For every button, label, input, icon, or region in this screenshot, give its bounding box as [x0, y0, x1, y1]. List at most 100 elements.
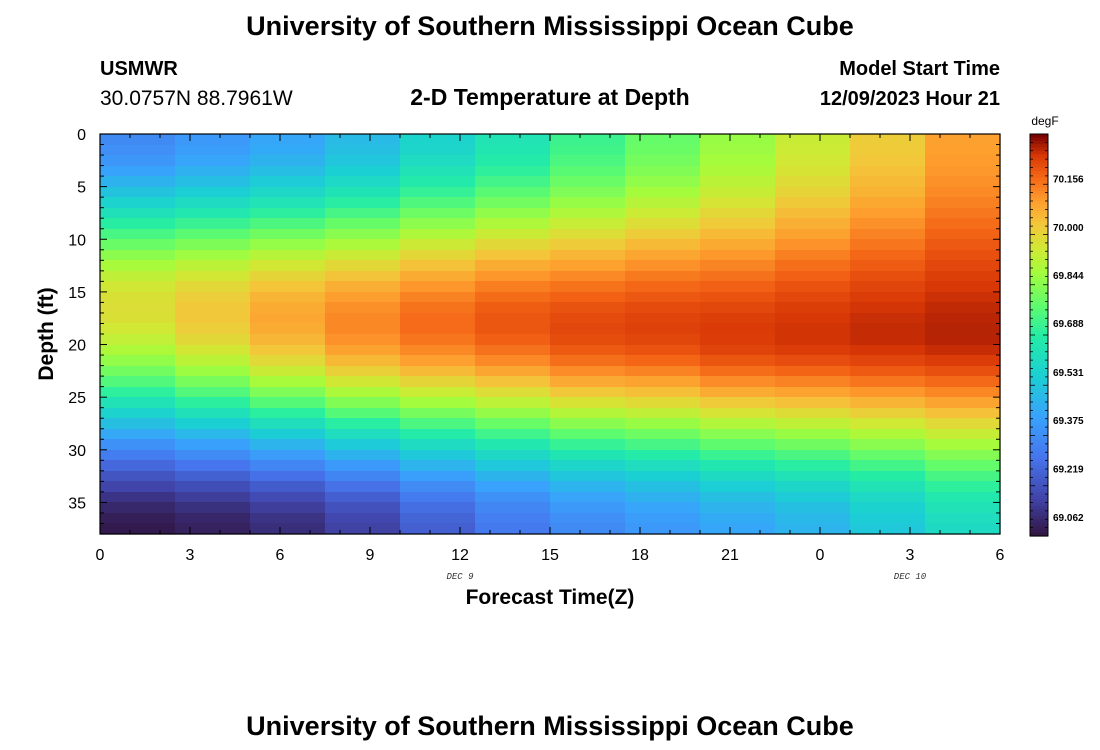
- heatmap-cell: [550, 450, 626, 461]
- heatmap-cell: [700, 323, 776, 335]
- heatmap-cell: [775, 334, 851, 346]
- heatmap-cell: [925, 397, 1001, 409]
- heatmap-cell: [325, 292, 401, 303]
- heatmap-cell: [925, 502, 1001, 514]
- heatmap-cell: [475, 292, 551, 303]
- heatmap-cell: [475, 260, 551, 272]
- colorbar-segment: [1030, 351, 1048, 356]
- heatmap-cell: [700, 460, 776, 472]
- heatmap-cell: [250, 176, 326, 188]
- colorbar-segment: [1030, 150, 1048, 155]
- heatmap-cell: [475, 208, 551, 219]
- heatmap-cell: [175, 345, 251, 356]
- colorbar-segment: [1030, 217, 1048, 222]
- colorbar-segment: [1030, 391, 1048, 396]
- colorbar-segment: [1030, 194, 1048, 199]
- heatmap-cell: [250, 471, 326, 482]
- heatmap-cell: [925, 471, 1001, 482]
- heatmap-cell: [250, 513, 326, 524]
- heatmap-cell: [175, 229, 251, 240]
- colorbar-segment: [1030, 485, 1048, 490]
- colorbar-segment: [1030, 254, 1048, 259]
- heatmap-cell: [175, 492, 251, 503]
- colorbar-segment: [1030, 475, 1048, 480]
- heatmap-cell: [925, 345, 1001, 356]
- heatmap-cell: [700, 313, 776, 324]
- heatmap-cell: [475, 250, 551, 261]
- heatmap-cell: [325, 513, 401, 524]
- heatmap-cell: [100, 397, 176, 409]
- heatmap-cell: [175, 250, 251, 261]
- colorbar-segment: [1030, 244, 1048, 249]
- colorbar-segment: [1030, 271, 1048, 276]
- heatmap-cell: [550, 366, 626, 377]
- heatmap-cell: [550, 523, 626, 535]
- heatmap-cell: [775, 176, 851, 188]
- heatmap-cell: [550, 429, 626, 440]
- colorbar-segment: [1030, 348, 1048, 353]
- heatmap-cell: [100, 429, 176, 440]
- colorbar-segment: [1030, 324, 1048, 329]
- heatmap-cell: [550, 418, 626, 430]
- heatmap-cell: [850, 471, 926, 482]
- heatmap-cell: [400, 218, 476, 230]
- colorbar-segment: [1030, 301, 1048, 306]
- heatmap-cell: [700, 429, 776, 440]
- heatmap-cell: [400, 323, 476, 335]
- heatmap-cell: [325, 323, 401, 335]
- heatmap-cell: [700, 376, 776, 388]
- heatmap-cell: [700, 513, 776, 524]
- heatmap-cell: [325, 302, 401, 314]
- footer-title: University of Southern Mississippi Ocean…: [246, 711, 854, 741]
- heatmap-cell: [400, 502, 476, 514]
- heatmap-cell: [625, 334, 701, 346]
- colorbar-segment: [1030, 412, 1048, 416]
- heatmap-cell: [400, 281, 476, 293]
- heatmap-cell: [475, 513, 551, 524]
- heatmap-cell: [625, 397, 701, 409]
- heatmap-cell: [775, 429, 851, 440]
- heatmap-cell: [175, 450, 251, 461]
- heatmap-cell: [775, 408, 851, 419]
- heatmap-cell: [925, 176, 1001, 188]
- heatmap-cell: [700, 271, 776, 282]
- heatmap-cell: [775, 345, 851, 356]
- colorbar-segment: [1030, 492, 1048, 497]
- heatmap-cell: [550, 492, 626, 503]
- heatmap-cell: [325, 260, 401, 272]
- heatmap-cell: [175, 387, 251, 398]
- colorbar-segment: [1030, 335, 1048, 339]
- heatmap-cell: [475, 481, 551, 493]
- heatmap-cell: [325, 166, 401, 177]
- heatmap-cell: [775, 313, 851, 324]
- colorbar-segment: [1030, 425, 1048, 430]
- heatmap-cell: [325, 502, 401, 514]
- heatmap-cell: [100, 334, 176, 346]
- heatmap-cell: [850, 513, 926, 524]
- heatmap-cell: [775, 397, 851, 409]
- colorbar-segment: [1030, 314, 1048, 319]
- heatmap-cell: [775, 271, 851, 282]
- heatmap-cell: [325, 471, 401, 482]
- heatmap-cell: [700, 502, 776, 514]
- colorbar-segment: [1030, 365, 1048, 370]
- colorbar-segment: [1030, 261, 1048, 266]
- heatmap-cell: [700, 281, 776, 293]
- x-tick-label: 3: [906, 547, 915, 564]
- heatmap-cell: [550, 239, 626, 251]
- colorbar-segment: [1030, 445, 1048, 450]
- heatmap-cell: [625, 323, 701, 335]
- colorbar-segment: [1030, 177, 1048, 182]
- heatmap-cell: [775, 323, 851, 335]
- heatmap-cell: [850, 397, 926, 409]
- heatmap-cell: [100, 250, 176, 261]
- colorbar-segment: [1030, 214, 1048, 219]
- heatmap-cell: [850, 408, 926, 419]
- heatmap-cell: [475, 502, 551, 514]
- heatmap-cell: [550, 271, 626, 282]
- heatmap-cell: [100, 345, 176, 356]
- y-tick-label: 10: [68, 232, 86, 249]
- heatmap-cell: [250, 418, 326, 430]
- heatmap-cell: [325, 218, 401, 230]
- colorbar-segment: [1030, 355, 1048, 360]
